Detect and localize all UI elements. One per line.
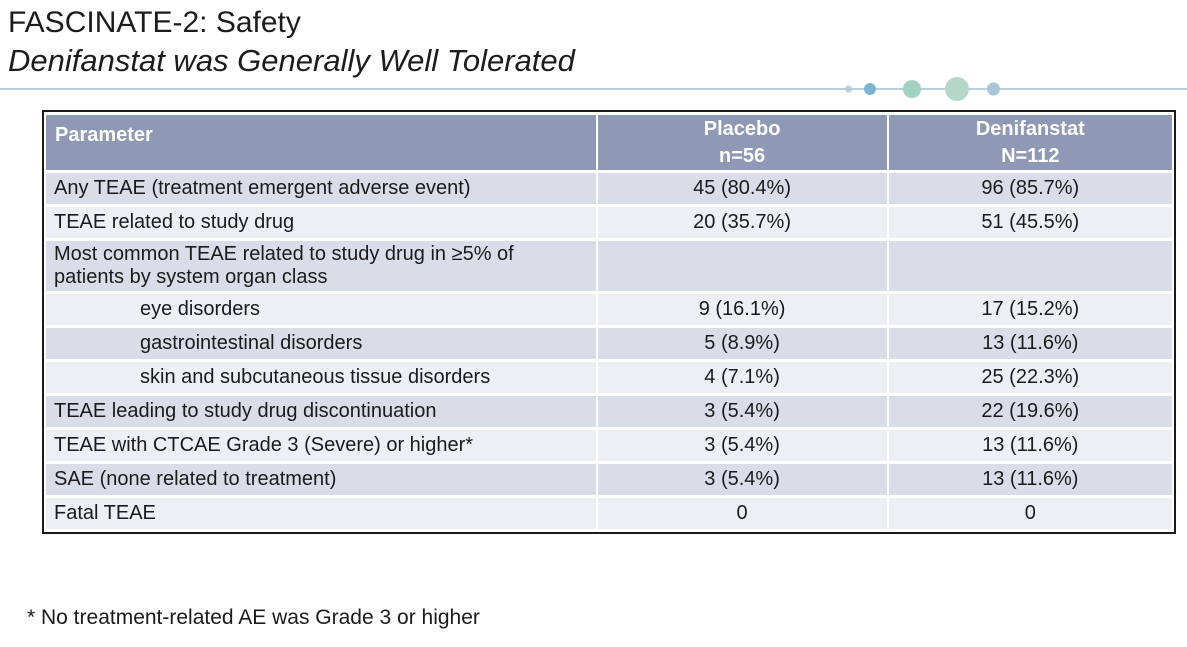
table-row: skin and subcutaneous tissue disorders 4… <box>44 359 1175 396</box>
table-row: TEAE related to study drug 20 (35.7%) 51… <box>44 204 1175 241</box>
row-label-cell: TEAE leading to study drug discontinuati… <box>44 393 598 430</box>
row-label-cell: gastrointestinal disorders <box>44 325 598 362</box>
placebo-value: 3 (5.4%) <box>595 393 889 430</box>
placebo-value: 5 (8.9%) <box>595 325 889 362</box>
row-label-cell: TEAE related to study drug <box>44 204 598 241</box>
placebo-value: 0 <box>595 495 889 532</box>
row-label: eye disorders <box>140 298 261 320</box>
placebo-value: 20 (35.7%) <box>595 204 889 241</box>
denifanstat-value: 96 (85.7%) <box>886 170 1175 207</box>
denifanstat-value: 17 (15.2%) <box>886 291 1175 328</box>
title-block: FASCINATE-2: Safety Denifanstat was Gene… <box>8 4 575 79</box>
placebo-value: 4 (7.1%) <box>595 359 889 396</box>
slide-subtitle: Denifanstat was Generally Well Tolerated <box>8 42 575 78</box>
denifanstat-value: 0 <box>886 495 1175 532</box>
divider-dot-4 <box>945 77 969 101</box>
table-row: Any TEAE (treatment emergent adverse eve… <box>44 170 1175 207</box>
row-label-cell: Fatal TEAE <box>44 495 598 532</box>
footnote: * No treatment-related AE was Grade 3 or… <box>27 606 480 629</box>
row-label-cell: SAE (none related to treatment) <box>44 461 598 498</box>
header-placebo: Placebo n=56 <box>595 112 889 173</box>
divider-dot-5 <box>987 82 1000 96</box>
table-row: Fatal TEAE 0 0 <box>44 495 1175 532</box>
denifanstat-value: 25 (22.3%) <box>886 359 1175 396</box>
table-row: TEAE with CTCAE Grade 3 (Severe) or high… <box>44 427 1175 464</box>
placebo-value: 45 (80.4%) <box>595 170 889 207</box>
row-label: SAE (none related to treatment) <box>54 468 337 490</box>
divider-line <box>0 88 1187 90</box>
row-label-cell: skin and subcutaneous tissue disorders <box>44 359 598 396</box>
header-denifanstat: Denifanstat N=112 <box>886 112 1175 173</box>
safety-table-body: Any TEAE (treatment emergent adverse eve… <box>44 170 1175 532</box>
denifanstat-value: 13 (11.6%) <box>886 325 1175 362</box>
placebo-value: 3 (5.4%) <box>595 427 889 464</box>
row-label: Most common TEAE related to study drug i… <box>54 243 514 288</box>
table-row: TEAE leading to study drug discontinuati… <box>44 393 1175 430</box>
row-label: gastrointestinal disorders <box>140 332 363 354</box>
table-row: gastrointestinal disorders 5 (8.9%) 13 (… <box>44 325 1175 362</box>
header-placebo-name: Placebo <box>703 117 781 140</box>
table-header-row: Parameter Placebo n=56 Denifanstat N=112 <box>44 112 1175 173</box>
table-row: eye disorders 9 (16.1%) 17 (15.2%) <box>44 291 1175 328</box>
row-label: skin and subcutaneous tissue disorders <box>140 366 491 388</box>
header-denifanstat-name: Denifanstat <box>975 117 1085 140</box>
row-label: TEAE related to study drug <box>54 211 295 233</box>
row-label-cell: Most common TEAE related to study drug i… <box>44 238 598 294</box>
header-placebo-n: n=56 <box>719 144 766 167</box>
safety-table: Parameter Placebo n=56 Denifanstat N=112… <box>42 110 1176 534</box>
denifanstat-value: 13 (11.6%) <box>886 461 1175 498</box>
denifanstat-value: 51 (45.5%) <box>886 204 1175 241</box>
row-label: Fatal TEAE <box>54 502 156 524</box>
header-parameter: Parameter <box>44 112 598 173</box>
placebo-value: 3 (5.4%) <box>595 461 889 498</box>
table-row: SAE (none related to treatment) 3 (5.4%)… <box>44 461 1175 498</box>
row-label: TEAE leading to study drug discontinuati… <box>54 400 437 422</box>
denifanstat-value: 22 (19.6%) <box>886 393 1175 430</box>
row-label-cell: Any TEAE (treatment emergent adverse eve… <box>44 170 598 207</box>
placebo-value: 9 (16.1%) <box>595 291 889 328</box>
header-denifanstat-n: N=112 <box>1001 144 1060 167</box>
row-label: TEAE with CTCAE Grade 3 (Severe) or high… <box>54 434 474 456</box>
row-label-cell: eye disorders <box>44 291 598 328</box>
row-label-cell: TEAE with CTCAE Grade 3 (Severe) or high… <box>44 427 598 464</box>
divider-dot-2 <box>864 83 876 95</box>
divider-dot-3 <box>903 80 921 98</box>
placebo-value <box>595 238 889 294</box>
denifanstat-value <box>886 238 1175 294</box>
slide-title: FASCINATE-2: Safety <box>8 6 301 39</box>
row-label: Any TEAE (treatment emergent adverse eve… <box>54 177 471 199</box>
table-row: Most common TEAE related to study drug i… <box>44 238 1175 294</box>
denifanstat-value: 13 (11.6%) <box>886 427 1175 464</box>
divider-dot-1 <box>845 85 852 93</box>
